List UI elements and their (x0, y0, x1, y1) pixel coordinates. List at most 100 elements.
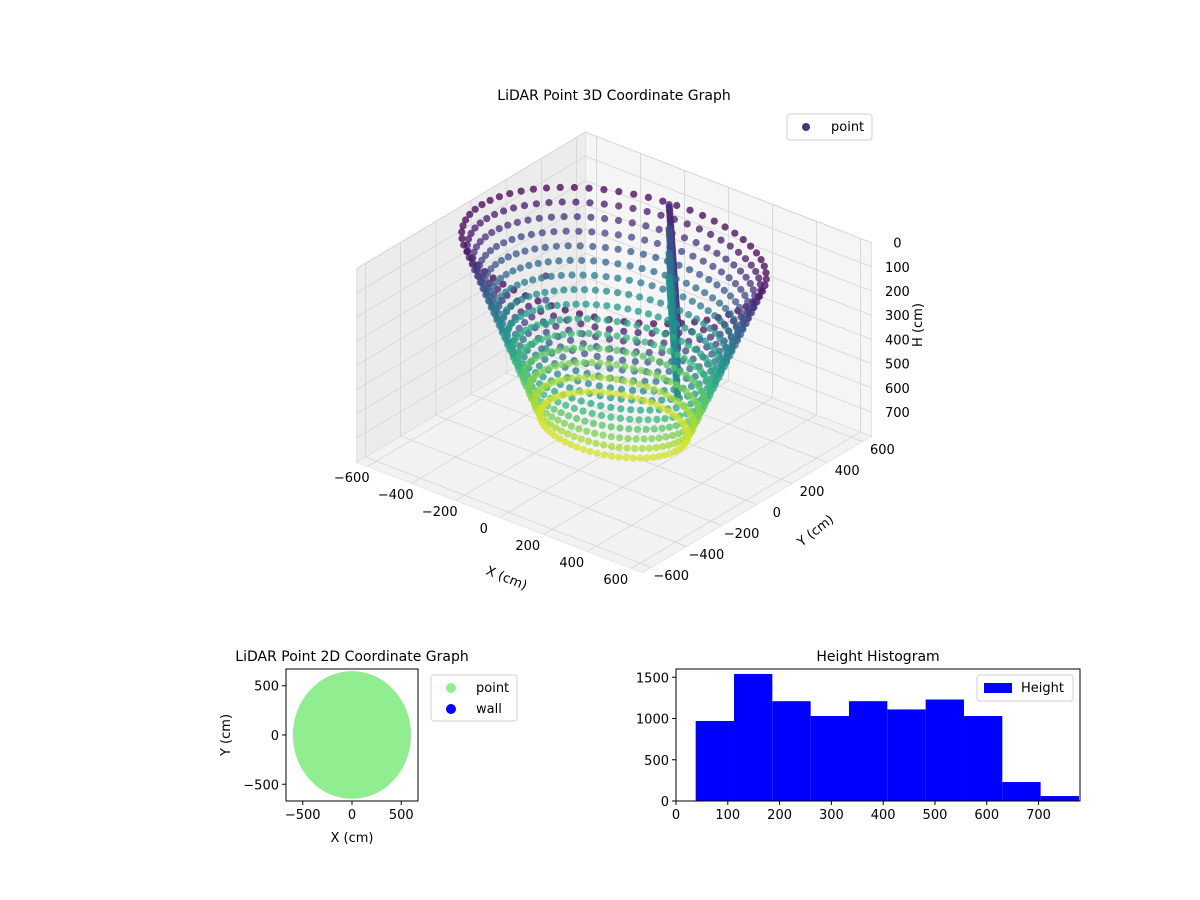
histogram-bar (925, 699, 964, 801)
chart-2d-ylabel: Y (cm) (219, 714, 234, 757)
data-point (603, 302, 611, 310)
data-point (506, 190, 514, 198)
data-point (589, 242, 597, 251)
data-point (509, 267, 517, 275)
data-point (541, 288, 549, 296)
data-point (590, 272, 599, 280)
data-point (492, 242, 501, 251)
data-point (629, 364, 637, 372)
data-point (565, 360, 573, 368)
data-point (544, 333, 552, 341)
x-tick-label: 200 (767, 808, 792, 823)
data-point (682, 279, 691, 287)
data-point (541, 243, 549, 251)
data-point (626, 262, 634, 270)
data-point (488, 228, 496, 237)
data-point (607, 433, 615, 441)
data-point (556, 316, 564, 324)
data-point (555, 257, 563, 265)
data-point (645, 444, 653, 452)
data-point (672, 404, 680, 412)
data-point (470, 248, 478, 256)
data-point (570, 404, 578, 412)
data-point (673, 351, 682, 359)
data-point (550, 405, 558, 413)
data-point (486, 298, 494, 306)
data-point (561, 306, 569, 314)
data-point (583, 427, 591, 435)
data-point (555, 376, 564, 385)
data-point (636, 406, 645, 414)
data-point (534, 259, 542, 267)
data-point (652, 377, 660, 385)
data-point (737, 285, 745, 294)
data-point (751, 298, 759, 306)
data-point (572, 359, 580, 367)
data-point (542, 296, 550, 304)
chart-3d-points (458, 183, 770, 462)
histogram-bar (887, 709, 926, 801)
data-point (747, 261, 755, 269)
chart-histogram: Height Histogram 0 100 200 300 400 500 600 7000… (636, 649, 1081, 823)
data-point (458, 234, 466, 242)
grid-line (585, 228, 872, 340)
data-point (593, 315, 601, 323)
data-point (584, 388, 592, 396)
data-point (571, 389, 579, 397)
data-point (697, 302, 705, 310)
data-point (628, 233, 636, 241)
z-tick-label: 0 (893, 237, 901, 252)
data-point (656, 388, 665, 396)
chart-2d-xlabel: X (cm) (331, 831, 374, 846)
x-tick-label: 500 (923, 808, 948, 823)
histogram-bar (1002, 782, 1041, 801)
x-tick-label: −400 (378, 488, 414, 503)
x-tick-label: 100 (715, 808, 740, 823)
data-point (680, 234, 689, 242)
data-point (567, 330, 575, 338)
data-point (522, 309, 531, 317)
data-point (556, 183, 564, 191)
data-point (623, 319, 631, 327)
y-tick-label: −600 (653, 569, 689, 584)
chart-2d-legend-label-point: point (476, 681, 509, 696)
data-point (474, 267, 483, 275)
data-point (664, 407, 672, 415)
data-point (658, 396, 666, 404)
data-point (655, 358, 664, 366)
data-point (597, 411, 606, 420)
data-point (634, 425, 642, 433)
data-point (491, 260, 500, 269)
data-point (620, 391, 628, 399)
point-cloud-disc (292, 671, 412, 799)
data-point (620, 327, 628, 335)
data-point (589, 419, 598, 427)
data-point (592, 439, 600, 447)
data-point (697, 350, 705, 358)
data-point (525, 302, 533, 310)
y-tick-label: 400 (835, 464, 860, 479)
data-point (467, 229, 475, 237)
data-point (502, 270, 510, 279)
data-point (535, 362, 544, 370)
y-tick-label: 0 (271, 729, 279, 744)
data-point (551, 332, 559, 340)
data-point (686, 266, 694, 274)
data-point (622, 334, 631, 342)
x-tick-label: 200 (515, 539, 540, 554)
data-point (573, 415, 581, 423)
y-tick-label: 1500 (636, 671, 669, 686)
data-point (531, 338, 540, 346)
data-point (641, 377, 649, 385)
chart-3d-legend-label: point (831, 120, 864, 135)
data-point (577, 397, 585, 405)
data-point (471, 205, 479, 213)
histogram-legend-swatch (984, 683, 1012, 693)
data-point (614, 245, 622, 253)
data-point (731, 229, 739, 237)
data-point (666, 377, 674, 386)
data-point (579, 271, 587, 279)
data-point (512, 298, 520, 306)
data-point (631, 357, 639, 366)
data-point (749, 286, 757, 294)
